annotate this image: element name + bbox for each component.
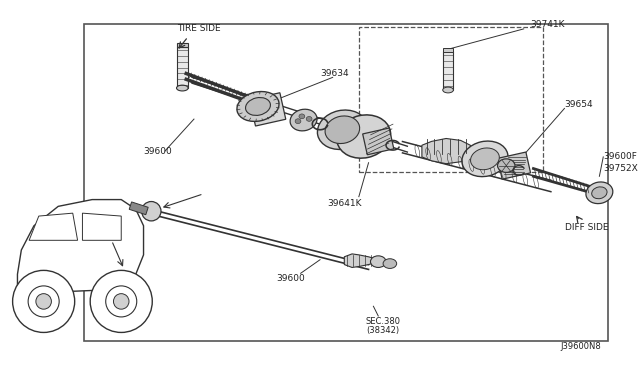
Ellipse shape <box>586 182 613 203</box>
Polygon shape <box>497 152 531 179</box>
Ellipse shape <box>299 114 305 119</box>
Text: 39752X: 39752X <box>604 164 638 173</box>
Ellipse shape <box>290 109 317 131</box>
Circle shape <box>141 202 161 221</box>
Ellipse shape <box>337 115 390 158</box>
Polygon shape <box>443 51 453 90</box>
Ellipse shape <box>383 259 397 269</box>
Circle shape <box>106 286 137 317</box>
Polygon shape <box>443 48 453 52</box>
Bar <box>84 24 608 341</box>
Text: 39641K: 39641K <box>327 199 362 208</box>
Text: 39634: 39634 <box>320 69 349 78</box>
Text: J39600N8: J39600N8 <box>561 343 602 352</box>
Polygon shape <box>250 93 286 126</box>
Ellipse shape <box>177 85 188 91</box>
Ellipse shape <box>295 119 301 124</box>
Ellipse shape <box>371 256 386 267</box>
Ellipse shape <box>592 187 607 199</box>
Text: (38342): (38342) <box>367 326 399 335</box>
Ellipse shape <box>497 159 515 172</box>
Circle shape <box>13 270 75 333</box>
Polygon shape <box>129 202 148 215</box>
Text: 39600: 39600 <box>276 274 305 283</box>
Ellipse shape <box>462 141 508 177</box>
Polygon shape <box>344 254 375 267</box>
Text: DIFF SIDE: DIFF SIDE <box>565 223 609 232</box>
Circle shape <box>90 270 152 333</box>
Text: 39600: 39600 <box>143 147 172 155</box>
Text: 39654: 39654 <box>564 100 593 109</box>
Polygon shape <box>17 200 143 294</box>
Bar <box>359 27 543 172</box>
Polygon shape <box>363 128 394 155</box>
Text: 39741K: 39741K <box>531 20 565 29</box>
Text: 39600F: 39600F <box>604 153 637 161</box>
Ellipse shape <box>317 110 367 150</box>
Circle shape <box>36 294 51 309</box>
Ellipse shape <box>470 148 499 170</box>
Ellipse shape <box>325 116 360 144</box>
Ellipse shape <box>237 92 279 121</box>
Text: SEC.380: SEC.380 <box>365 317 401 326</box>
Circle shape <box>113 294 129 309</box>
Polygon shape <box>177 47 188 88</box>
Polygon shape <box>29 213 77 240</box>
Polygon shape <box>422 138 470 164</box>
Polygon shape <box>177 44 188 47</box>
Circle shape <box>28 286 59 317</box>
Text: TIRE SIDE: TIRE SIDE <box>177 25 221 33</box>
Ellipse shape <box>443 87 453 93</box>
Ellipse shape <box>246 97 271 115</box>
Polygon shape <box>83 213 121 240</box>
Ellipse shape <box>306 116 312 121</box>
